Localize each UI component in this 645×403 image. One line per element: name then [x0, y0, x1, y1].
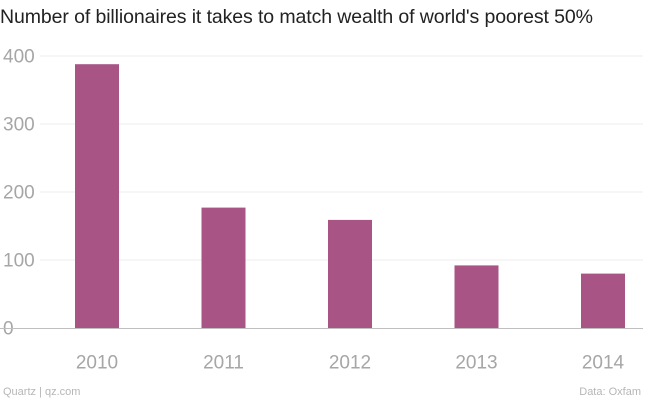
y-tick-label: 300	[3, 115, 35, 136]
chart-title: Number of billionaires it takes to match…	[0, 6, 593, 28]
x-tick-label: 2014	[582, 353, 625, 374]
x-tick-label: 2013	[455, 353, 497, 374]
x-tick-label: 2010	[76, 353, 118, 374]
bar-2010	[75, 64, 119, 328]
x-tick-labels: 2010 2011 2012 2013 2014	[76, 353, 625, 374]
y-tick-label: 400	[3, 47, 35, 68]
bar-2013	[454, 265, 499, 328]
bar-2014	[581, 273, 625, 328]
bar-2011	[201, 207, 246, 328]
footer-source-left: Quartz | qz.com	[3, 386, 81, 398]
y-tick-label: 100	[3, 251, 35, 272]
bar-2012	[328, 219, 372, 328]
bars	[75, 64, 625, 328]
x-tick-label: 2011	[203, 353, 244, 374]
y-tick-label: 200	[3, 183, 35, 204]
footer-source-right: Data: Oxfam	[579, 386, 641, 398]
x-tick-label: 2012	[329, 353, 371, 374]
